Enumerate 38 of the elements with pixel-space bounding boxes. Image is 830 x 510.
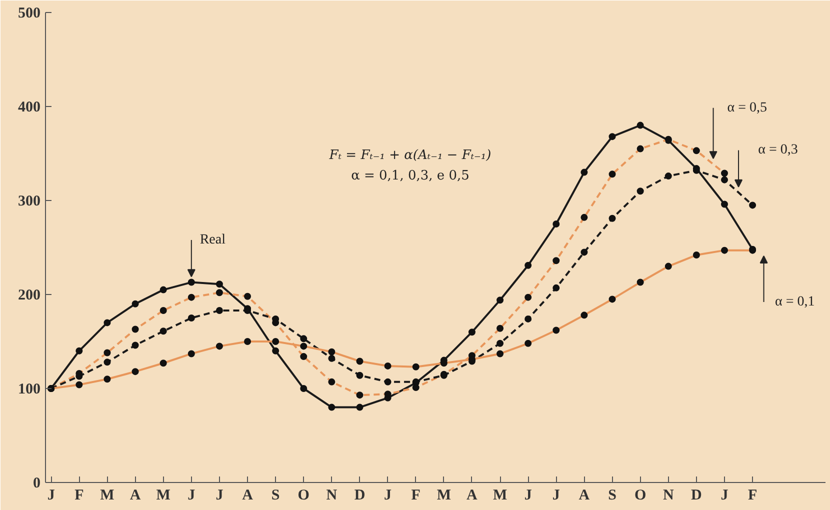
x-tick-label: D — [354, 488, 366, 504]
x-tick-label: J — [552, 488, 560, 504]
x-tick-label: A — [578, 488, 590, 504]
x-tick-label: F — [411, 488, 420, 504]
y-tick-label: 300 — [18, 194, 40, 210]
x-tick-label: S — [608, 488, 616, 504]
text: α = 0,3 — [758, 142, 798, 158]
text: α = 0,1 — [774, 294, 815, 310]
x-tick-label: M — [100, 488, 114, 504]
x-tick-label: J — [188, 488, 196, 504]
x-tick-label: J — [47, 488, 56, 504]
x-tick-label: M — [156, 488, 170, 504]
x-tick-label: O — [298, 488, 310, 504]
x-tick-label: F — [748, 488, 758, 504]
x-tick-label: O — [634, 488, 646, 504]
y-tick-label: 400 — [18, 100, 40, 116]
y-tick-label: 200 — [18, 288, 40, 304]
x-tick-label: M — [492, 488, 508, 504]
x-tick-label: D — [691, 488, 702, 504]
x-tick-label: J — [720, 488, 729, 504]
annotation: α = 0,1, 0,3, e 0,5 — [351, 168, 470, 184]
x-tick-label: A — [242, 488, 254, 504]
y-tick-label: 0 — [33, 476, 40, 492]
y-tick-label: 500 — [18, 6, 40, 22]
x-tick-label: M — [436, 488, 452, 504]
x-tick-label: F — [74, 488, 84, 504]
text: Real — [200, 232, 226, 248]
x-tick-label: A — [130, 488, 141, 504]
y-tick-label: 100 — [18, 382, 40, 398]
x-tick-label: J — [216, 488, 224, 504]
text: α = 0,5 — [727, 100, 768, 116]
annotation: Fₜ = Fₜ₋₁ + α(Aₜ₋₁ − Fₜ₋₁) — [328, 148, 492, 163]
x-tick-label: A — [466, 488, 478, 504]
x-tick-label: N — [662, 488, 674, 504]
x-tick-label: N — [326, 488, 338, 504]
x-tick-label: J — [384, 488, 392, 504]
x-tick-label: J — [524, 488, 532, 504]
x-tick-label: S — [271, 488, 280, 504]
